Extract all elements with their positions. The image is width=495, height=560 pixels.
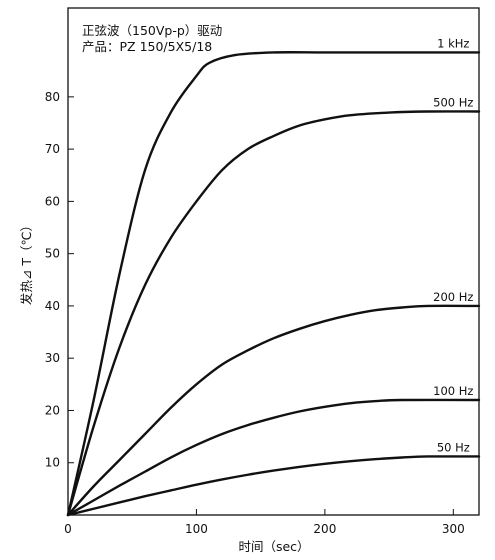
series-label-500-hz: 500 Hz <box>433 95 473 109</box>
series-label-100-hz: 100 Hz <box>433 384 473 398</box>
annotation-line-2: 产品：PZ 150/5X5/18 <box>82 39 212 54</box>
series-line-1-khz <box>66 51 481 517</box>
y-tick-label: 80 <box>45 90 60 104</box>
series-label-200-hz: 200 Hz <box>433 290 473 304</box>
x-tick-label: 200 <box>313 522 336 536</box>
series-label-50-hz: 50 Hz <box>437 440 470 454</box>
y-axis-title: 发热⊿ T（℃） <box>19 219 34 305</box>
y-tick-label: 70 <box>45 142 60 156</box>
x-tick-label: 0 <box>64 522 72 536</box>
x-axis-title: 时间（sec） <box>238 539 309 554</box>
x-tick-label: 300 <box>442 522 465 536</box>
y-tick-label: 60 <box>45 194 60 208</box>
y-tick-label: 50 <box>45 247 60 261</box>
plot-frame <box>67 7 480 516</box>
y-tick-label: 40 <box>45 299 60 313</box>
series-line-100-hz <box>66 398 481 517</box>
series-line-200-hz <box>66 304 481 517</box>
series-line-500-hz <box>66 110 481 517</box>
series-labels: 1 kHz 500 Hz 200 Hz 100 Hz 50 Hz <box>433 36 473 454</box>
series-label-1-khz: 1 kHz <box>437 36 469 50</box>
axis-ticks: 10 20 30 40 50 60 70 80 0 100 200 300 <box>45 90 465 536</box>
y-tick-label: 30 <box>45 351 60 365</box>
series-line-50-hz <box>66 455 481 517</box>
annotation-line-1: 正弦波（150Vp-p）驱动 <box>82 23 222 38</box>
y-tick-label: 20 <box>45 403 60 417</box>
y-tick-label: 10 <box>45 456 60 470</box>
x-tick-label: 100 <box>185 522 208 536</box>
curves <box>66 51 481 517</box>
